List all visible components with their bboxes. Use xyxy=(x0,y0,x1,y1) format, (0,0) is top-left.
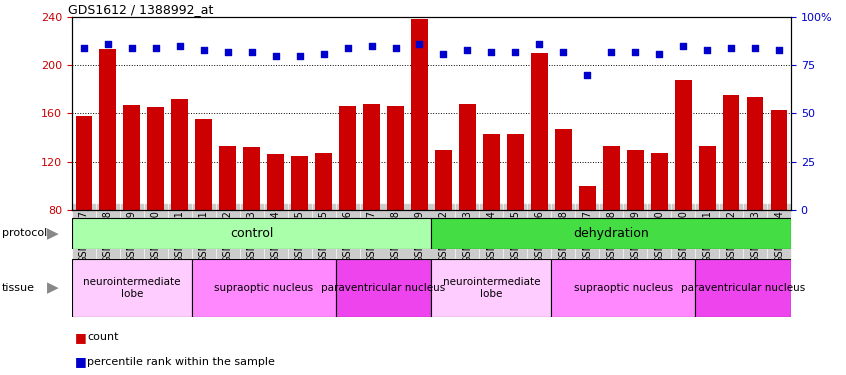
Bar xyxy=(336,259,431,317)
Bar xyxy=(435,150,452,210)
Text: neurointermediate
lobe: neurointermediate lobe xyxy=(83,277,180,298)
Point xyxy=(173,43,186,49)
Point xyxy=(604,49,618,55)
Point xyxy=(293,53,306,58)
Text: ■: ■ xyxy=(74,356,86,368)
Bar xyxy=(699,146,716,210)
Bar xyxy=(72,217,431,249)
Bar xyxy=(100,50,116,210)
Point xyxy=(700,47,714,53)
Point xyxy=(724,45,738,51)
Point xyxy=(485,49,498,55)
Point xyxy=(388,45,403,51)
Bar xyxy=(555,129,572,210)
Point xyxy=(221,49,234,55)
Point xyxy=(533,41,547,47)
Bar xyxy=(771,110,788,210)
Bar xyxy=(675,80,691,210)
Bar xyxy=(316,153,332,210)
Bar xyxy=(267,154,284,210)
Bar xyxy=(747,96,763,210)
Point xyxy=(772,47,786,53)
Bar xyxy=(291,156,308,210)
Text: dehydration: dehydration xyxy=(574,227,649,240)
Point xyxy=(437,51,450,57)
Text: percentile rank within the sample: percentile rank within the sample xyxy=(87,357,275,367)
Bar xyxy=(603,146,619,210)
Point xyxy=(316,51,330,57)
Bar xyxy=(651,153,667,210)
Text: ▶: ▶ xyxy=(47,226,59,241)
Text: paraventricular nucleus: paraventricular nucleus xyxy=(681,283,805,293)
Bar xyxy=(195,120,212,210)
Text: tissue: tissue xyxy=(2,283,35,293)
Point xyxy=(149,45,162,51)
Bar xyxy=(219,146,236,210)
Bar xyxy=(552,259,695,317)
Point xyxy=(341,45,354,51)
Point xyxy=(245,49,259,55)
Bar xyxy=(75,116,92,210)
Bar xyxy=(627,150,644,210)
Bar xyxy=(192,259,336,317)
Bar xyxy=(339,106,356,210)
Bar xyxy=(387,106,404,210)
Text: GDS1612 / 1388992_at: GDS1612 / 1388992_at xyxy=(69,3,214,16)
Bar xyxy=(431,217,791,249)
Bar xyxy=(363,104,380,210)
Text: count: count xyxy=(87,333,118,342)
Point xyxy=(580,72,594,78)
Text: supraoptic nucleus: supraoptic nucleus xyxy=(574,283,673,293)
Point xyxy=(677,43,690,49)
Bar xyxy=(459,104,475,210)
Point xyxy=(557,49,570,55)
Text: ■: ■ xyxy=(74,331,86,344)
Point xyxy=(508,49,522,55)
Text: control: control xyxy=(230,227,273,240)
Point xyxy=(365,43,378,49)
Point xyxy=(269,53,283,58)
Bar xyxy=(431,259,552,317)
Bar xyxy=(411,19,428,210)
Bar xyxy=(124,105,140,210)
Bar xyxy=(507,134,524,210)
Bar xyxy=(244,147,260,210)
Text: ▶: ▶ xyxy=(47,280,59,296)
Point xyxy=(197,47,211,53)
Point xyxy=(629,49,642,55)
Point xyxy=(652,51,666,57)
Point xyxy=(77,45,91,51)
Point xyxy=(749,45,762,51)
Text: neurointermediate
lobe: neurointermediate lobe xyxy=(442,277,540,298)
Bar xyxy=(579,186,596,210)
Bar xyxy=(147,107,164,210)
Point xyxy=(101,41,114,47)
Point xyxy=(125,45,139,51)
Point xyxy=(460,47,474,53)
Bar xyxy=(72,259,192,317)
Point xyxy=(413,41,426,47)
Bar xyxy=(483,134,500,210)
Bar xyxy=(531,53,547,210)
Text: protocol: protocol xyxy=(2,228,47,238)
Bar xyxy=(722,95,739,210)
Text: paraventricular nucleus: paraventricular nucleus xyxy=(321,283,446,293)
Text: supraoptic nucleus: supraoptic nucleus xyxy=(214,283,313,293)
Bar xyxy=(695,259,791,317)
Bar xyxy=(172,99,188,210)
